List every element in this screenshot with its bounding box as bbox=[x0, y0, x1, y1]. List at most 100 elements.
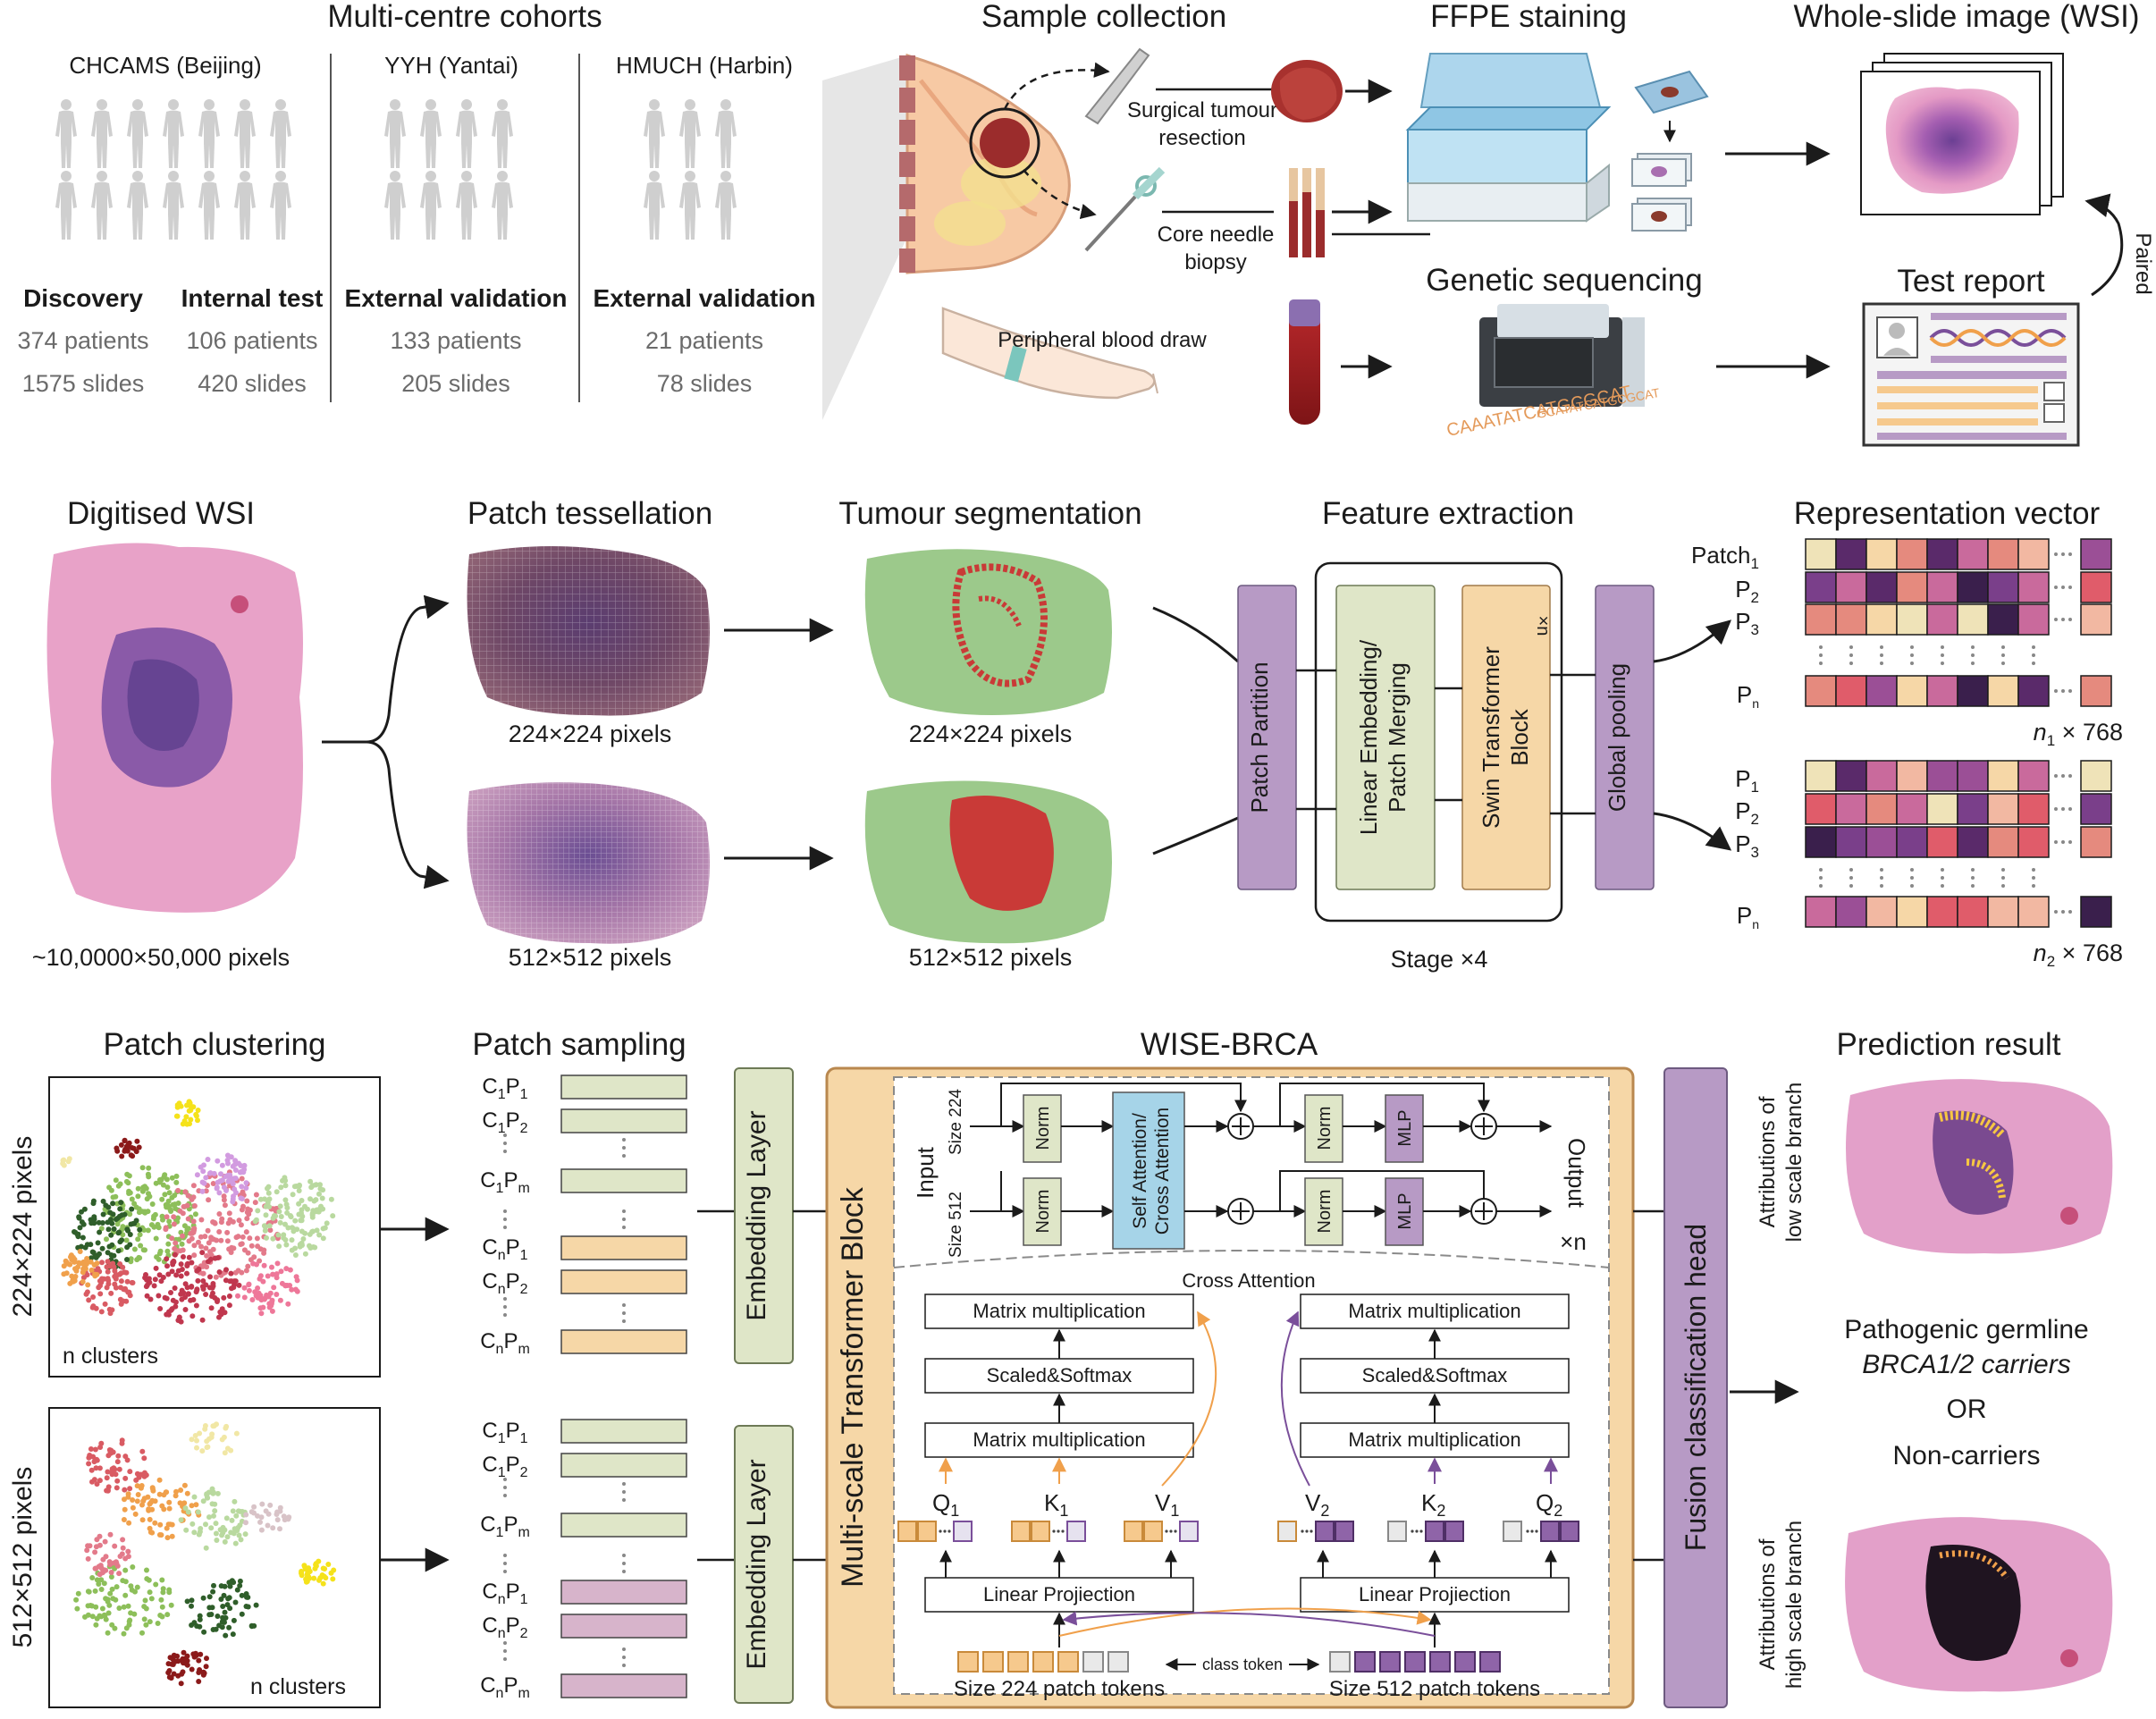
heat-cell bbox=[1926, 571, 1958, 603]
cluster-point bbox=[148, 1222, 155, 1228]
cluster-point bbox=[274, 1271, 280, 1277]
cluster-point bbox=[134, 1498, 140, 1504]
cluster-point bbox=[206, 1605, 213, 1611]
norm-box-3 bbox=[1304, 1094, 1343, 1163]
cluster-point bbox=[141, 1455, 147, 1462]
cluster-point bbox=[300, 1236, 307, 1242]
cluster-point bbox=[144, 1282, 150, 1288]
cluster-point bbox=[317, 1182, 323, 1188]
ellipsis-dot bbox=[2001, 884, 2005, 888]
n-clusters-224: n clusters bbox=[63, 1344, 158, 1369]
ellipsis-dot bbox=[1305, 1529, 1309, 1533]
cluster-point bbox=[282, 1237, 289, 1243]
sampling-label: C1Pm bbox=[480, 1513, 530, 1540]
sampled-patch-bar bbox=[560, 1419, 687, 1444]
cluster-point bbox=[282, 1517, 288, 1523]
cluster-point bbox=[239, 1592, 245, 1598]
cluster-point bbox=[274, 1260, 281, 1267]
cluster-point bbox=[146, 1174, 152, 1180]
cluster-point bbox=[210, 1490, 216, 1496]
cluster-point bbox=[274, 1292, 280, 1297]
cluster-point bbox=[173, 1179, 180, 1185]
cluster-point bbox=[203, 1175, 209, 1181]
cluster-point bbox=[90, 1201, 97, 1207]
heat-cell bbox=[2017, 793, 2050, 825]
cluster-point bbox=[219, 1162, 225, 1168]
cluster-point bbox=[184, 1662, 190, 1668]
rep-top-heatmap bbox=[1805, 538, 2112, 707]
ffpe-machine-icon bbox=[1405, 53, 1612, 223]
cluster-point bbox=[226, 1624, 232, 1631]
rep-bottom-dim-rest: × 768 bbox=[2055, 940, 2123, 966]
global-pooling-box bbox=[1595, 585, 1655, 890]
cluster-point bbox=[257, 1293, 264, 1299]
cluster-point bbox=[165, 1271, 172, 1277]
cluster-point bbox=[189, 1521, 196, 1527]
cluster-point bbox=[121, 1604, 127, 1610]
svg-text:P3: P3 bbox=[1735, 608, 1759, 638]
cluster-point bbox=[178, 1517, 184, 1523]
ellipsis-dot bbox=[2054, 840, 2058, 844]
heat-cell bbox=[1805, 675, 1837, 707]
cluster-point bbox=[122, 1567, 129, 1573]
group-external-2-name: External validation bbox=[594, 284, 816, 312]
cluster-point bbox=[129, 1206, 135, 1212]
heat-cell bbox=[1865, 760, 1898, 792]
patch-token-row bbox=[957, 1651, 1501, 1673]
cluster-point bbox=[143, 1622, 149, 1628]
cluster-point bbox=[157, 1521, 164, 1528]
heat-cell bbox=[1835, 896, 1867, 928]
cluster-point bbox=[199, 1448, 206, 1454]
cluster-point bbox=[109, 1586, 115, 1592]
cluster-point bbox=[199, 1250, 206, 1256]
cluster-point bbox=[132, 1588, 138, 1595]
ellipsis-dot bbox=[1941, 884, 1944, 888]
cluster-point bbox=[191, 1620, 198, 1626]
cluster-point bbox=[267, 1502, 274, 1508]
cluster-point bbox=[203, 1521, 208, 1528]
cluster-point bbox=[283, 1266, 290, 1272]
linear-embedding-label-1: Linear Embedding/ bbox=[1355, 639, 1382, 835]
wsi-tissue-image bbox=[1885, 87, 2019, 194]
rep-bottom-dim-n: n bbox=[2034, 940, 2047, 966]
cluster-point bbox=[134, 1470, 140, 1477]
cluster-point bbox=[182, 1189, 189, 1195]
cluster-point bbox=[224, 1238, 231, 1244]
cluster-point bbox=[221, 1193, 227, 1200]
cluster-point bbox=[206, 1514, 212, 1521]
cluster-point bbox=[276, 1243, 282, 1250]
size512-label: Size 512 bbox=[947, 1192, 965, 1258]
row1-test-report: Test report bbox=[1862, 264, 2080, 447]
cluster-point bbox=[297, 1242, 303, 1248]
cluster-point bbox=[202, 1426, 208, 1432]
cluster-point bbox=[84, 1289, 90, 1295]
patch-token-512 bbox=[1479, 1651, 1501, 1673]
cluster-point bbox=[85, 1543, 91, 1549]
sampled-patch-bar bbox=[560, 1329, 687, 1354]
cluster-point bbox=[168, 1674, 174, 1681]
sampled-patch-bar bbox=[560, 1235, 687, 1260]
cluster-point bbox=[142, 1597, 148, 1604]
cluster-point bbox=[230, 1218, 236, 1225]
paired-arrow bbox=[2084, 193, 2124, 297]
rep-bottom-label-2: P bbox=[1735, 830, 1750, 857]
svg-text:P2: P2 bbox=[1735, 576, 1759, 606]
svg-text:P2: P2 bbox=[1735, 797, 1759, 828]
cluster-point bbox=[106, 1184, 113, 1191]
cluster-point bbox=[237, 1578, 243, 1584]
cluster-point bbox=[228, 1529, 234, 1536]
cluster-point bbox=[143, 1272, 148, 1277]
cluster-point bbox=[254, 1235, 260, 1242]
surgical-label-2: resection bbox=[1158, 126, 1245, 150]
ellipsis-dot bbox=[2032, 661, 2035, 665]
cluster-point bbox=[97, 1465, 103, 1471]
cluster-point bbox=[123, 1178, 130, 1184]
cluster-point bbox=[243, 1512, 249, 1518]
ellipsis-dot bbox=[2001, 868, 2005, 872]
cluster-point bbox=[123, 1237, 130, 1243]
cluster-point bbox=[223, 1632, 229, 1639]
matmul-right-bottom-label: Matrix multiplication bbox=[1348, 1428, 1520, 1451]
heat-cell bbox=[1805, 603, 1837, 636]
cluster-point bbox=[191, 1203, 198, 1209]
cluster-point bbox=[128, 1256, 134, 1262]
